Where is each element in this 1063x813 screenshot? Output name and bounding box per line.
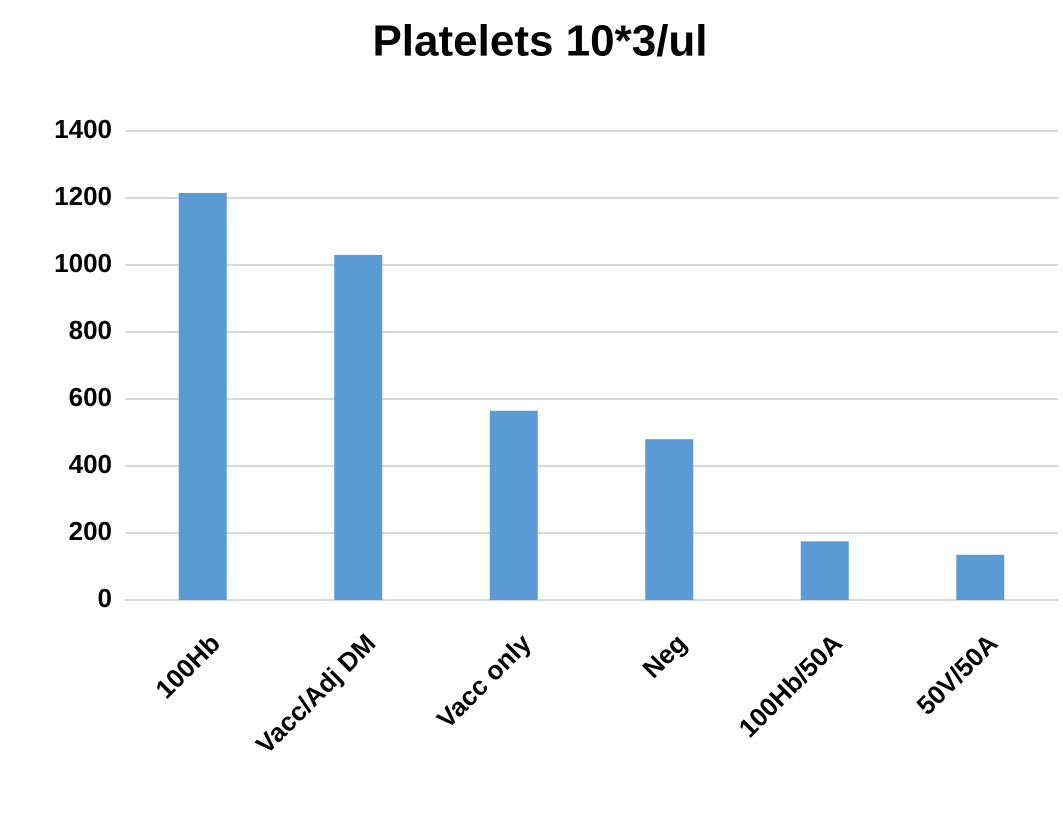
x-tick-label: Vacc/Adj DM	[250, 628, 382, 760]
x-tick-label: Vacc only	[431, 628, 537, 734]
y-tick-label: 200	[69, 516, 112, 546]
y-tick-label: 0	[98, 583, 112, 613]
x-tick-label: 50V/50A	[911, 628, 1004, 721]
y-tick-label: 800	[69, 315, 112, 345]
y-tick-label: 1200	[54, 181, 112, 211]
bar	[489, 410, 538, 600]
chart-title: Platelets 10*3/ul	[372, 17, 707, 66]
bar	[800, 541, 849, 600]
y-tick-label: 600	[69, 382, 112, 412]
bar	[334, 254, 383, 600]
y-tick-label: 1000	[54, 248, 112, 278]
x-tick-label: 100Hb/50A	[733, 628, 848, 743]
x-tick-label: Neg	[636, 628, 692, 684]
y-tick-label: 400	[69, 449, 112, 479]
x-tick-label: 100Hb	[149, 628, 225, 704]
bar	[645, 439, 694, 600]
y-tick-label: 1400	[54, 114, 112, 144]
bar	[178, 192, 227, 600]
bar	[956, 554, 1005, 600]
